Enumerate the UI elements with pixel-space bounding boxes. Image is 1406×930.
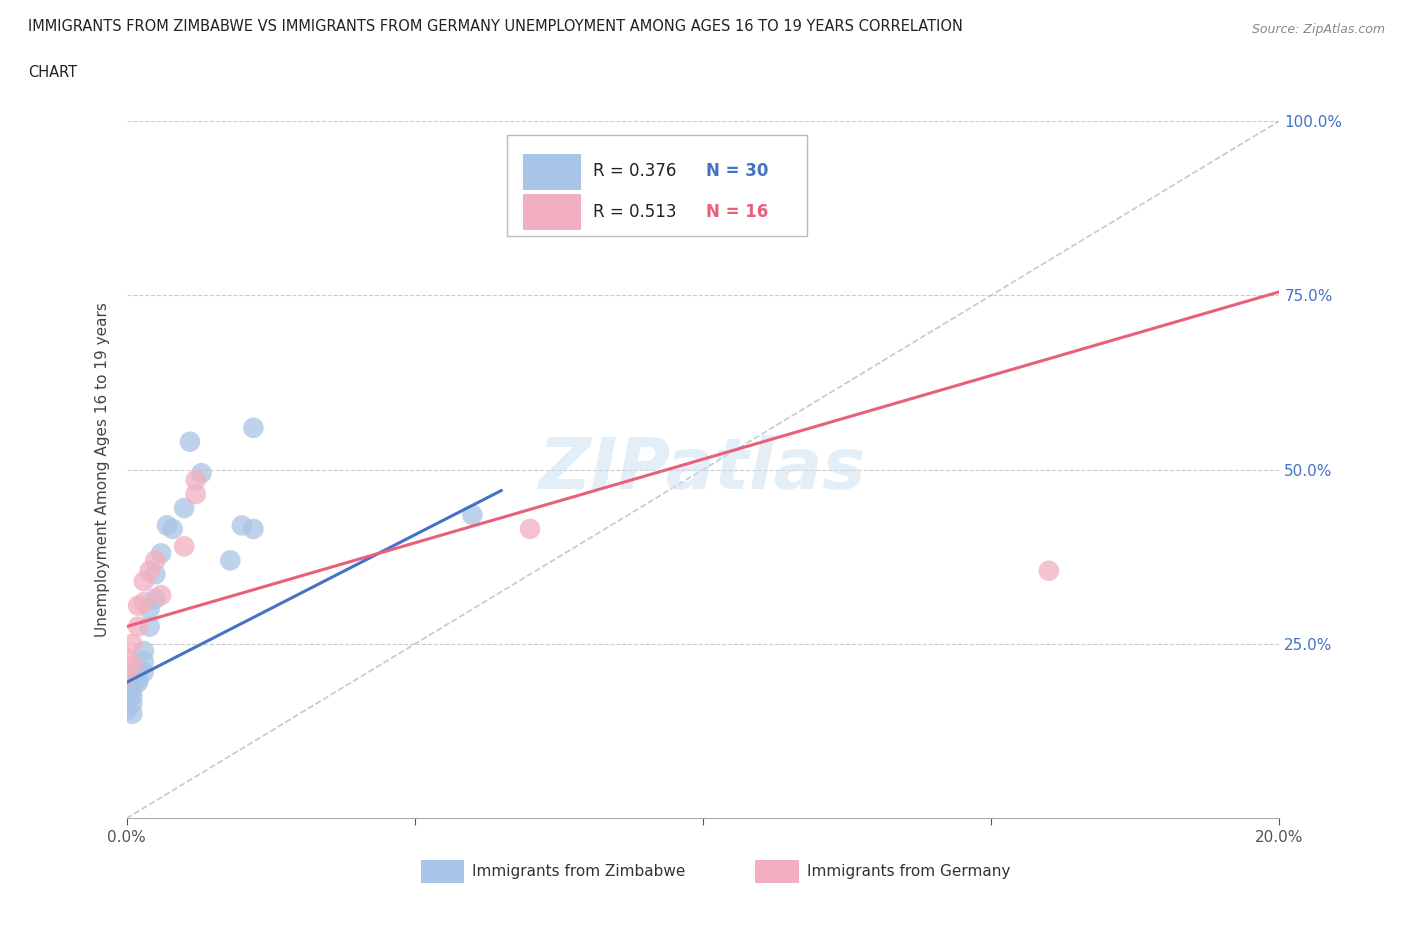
Text: Immigrants from Zimbabwe: Immigrants from Zimbabwe — [472, 864, 686, 879]
Point — [190, 466, 212, 481]
Point — [115, 685, 138, 700]
Text: N = 16: N = 16 — [706, 203, 769, 220]
Text: IMMIGRANTS FROM ZIMBABWE VS IMMIGRANTS FROM GERMANY UNEMPLOYMENT AMONG AGES 16 T: IMMIGRANTS FROM ZIMBABWE VS IMMIGRANTS F… — [28, 19, 963, 33]
Text: Source: ZipAtlas.com: Source: ZipAtlas.com — [1251, 23, 1385, 36]
Point — [138, 602, 160, 617]
Point — [127, 598, 149, 613]
Point — [121, 682, 143, 697]
FancyBboxPatch shape — [508, 135, 807, 236]
Point — [242, 420, 264, 435]
Point — [121, 707, 143, 722]
Point — [1038, 564, 1060, 578]
Text: CHART: CHART — [28, 65, 77, 80]
Point — [173, 500, 195, 515]
Point — [150, 588, 173, 603]
Point — [145, 567, 166, 582]
Point — [132, 644, 155, 658]
Point — [115, 668, 138, 683]
Text: ZIPatlas: ZIPatlas — [540, 435, 866, 504]
Point — [156, 518, 179, 533]
Point — [121, 637, 143, 652]
Point — [121, 658, 143, 672]
FancyBboxPatch shape — [523, 194, 581, 231]
Point — [132, 654, 155, 669]
Text: Immigrants from Germany: Immigrants from Germany — [807, 864, 1010, 879]
Text: R = 0.376: R = 0.376 — [593, 162, 676, 180]
Point — [461, 508, 484, 523]
FancyBboxPatch shape — [755, 860, 799, 883]
Point — [138, 619, 160, 634]
Y-axis label: Unemployment Among Ages 16 to 19 years: Unemployment Among Ages 16 to 19 years — [94, 302, 110, 637]
Point — [115, 689, 138, 704]
Point — [231, 518, 253, 533]
Point — [242, 522, 264, 537]
Point — [132, 574, 155, 589]
Point — [121, 696, 143, 711]
Point — [127, 675, 149, 690]
Point — [115, 692, 138, 707]
Point — [132, 664, 155, 679]
Point — [162, 522, 184, 537]
Point — [173, 539, 195, 554]
Point — [145, 552, 166, 567]
FancyBboxPatch shape — [523, 153, 581, 190]
FancyBboxPatch shape — [420, 860, 464, 883]
Point — [115, 651, 138, 666]
Text: N = 30: N = 30 — [706, 162, 769, 180]
Point — [145, 591, 166, 606]
Point — [179, 434, 201, 449]
Point — [127, 619, 149, 634]
Point — [115, 679, 138, 694]
Point — [121, 689, 143, 704]
Point — [519, 522, 541, 537]
Point — [132, 595, 155, 610]
Point — [184, 472, 207, 487]
Point — [219, 552, 242, 567]
Point — [115, 703, 138, 718]
Point — [127, 671, 149, 686]
Point — [127, 664, 149, 679]
Text: R = 0.513: R = 0.513 — [593, 203, 676, 220]
Point — [150, 546, 173, 561]
Point — [184, 486, 207, 501]
Point — [138, 564, 160, 578]
